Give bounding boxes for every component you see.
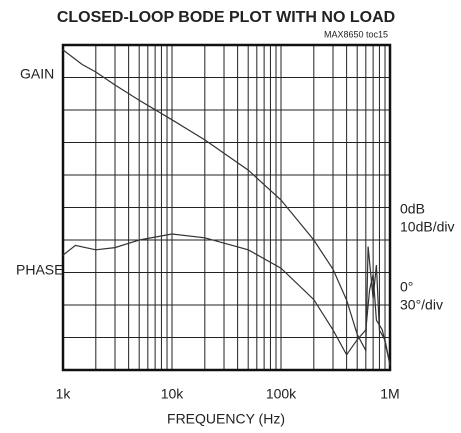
- annotation: 0°: [400, 279, 413, 295]
- x-axis-label: FREQUENCY (Hz): [167, 411, 285, 427]
- plot-frame: [61, 43, 392, 372]
- x-tick-label: 100k: [266, 386, 297, 402]
- annotation: PHASE: [16, 262, 63, 278]
- chart-title: CLOSED-LOOP BODE PLOT WITH NO LOAD: [57, 9, 395, 26]
- x-tick-label: 1k: [56, 386, 72, 402]
- line-series: [62, 49, 391, 366]
- annotation: 10dB/div: [400, 219, 454, 235]
- x-tick-label: 10k: [161, 386, 185, 402]
- annotation: 30°/div: [400, 297, 443, 313]
- annotation: GAIN: [20, 66, 54, 82]
- chart-subtitle: MAX8650 toc15: [324, 29, 388, 39]
- line-series: [62, 233, 391, 365]
- x-tick-label: 1M: [380, 386, 399, 402]
- annotation: 0dB: [400, 201, 425, 217]
